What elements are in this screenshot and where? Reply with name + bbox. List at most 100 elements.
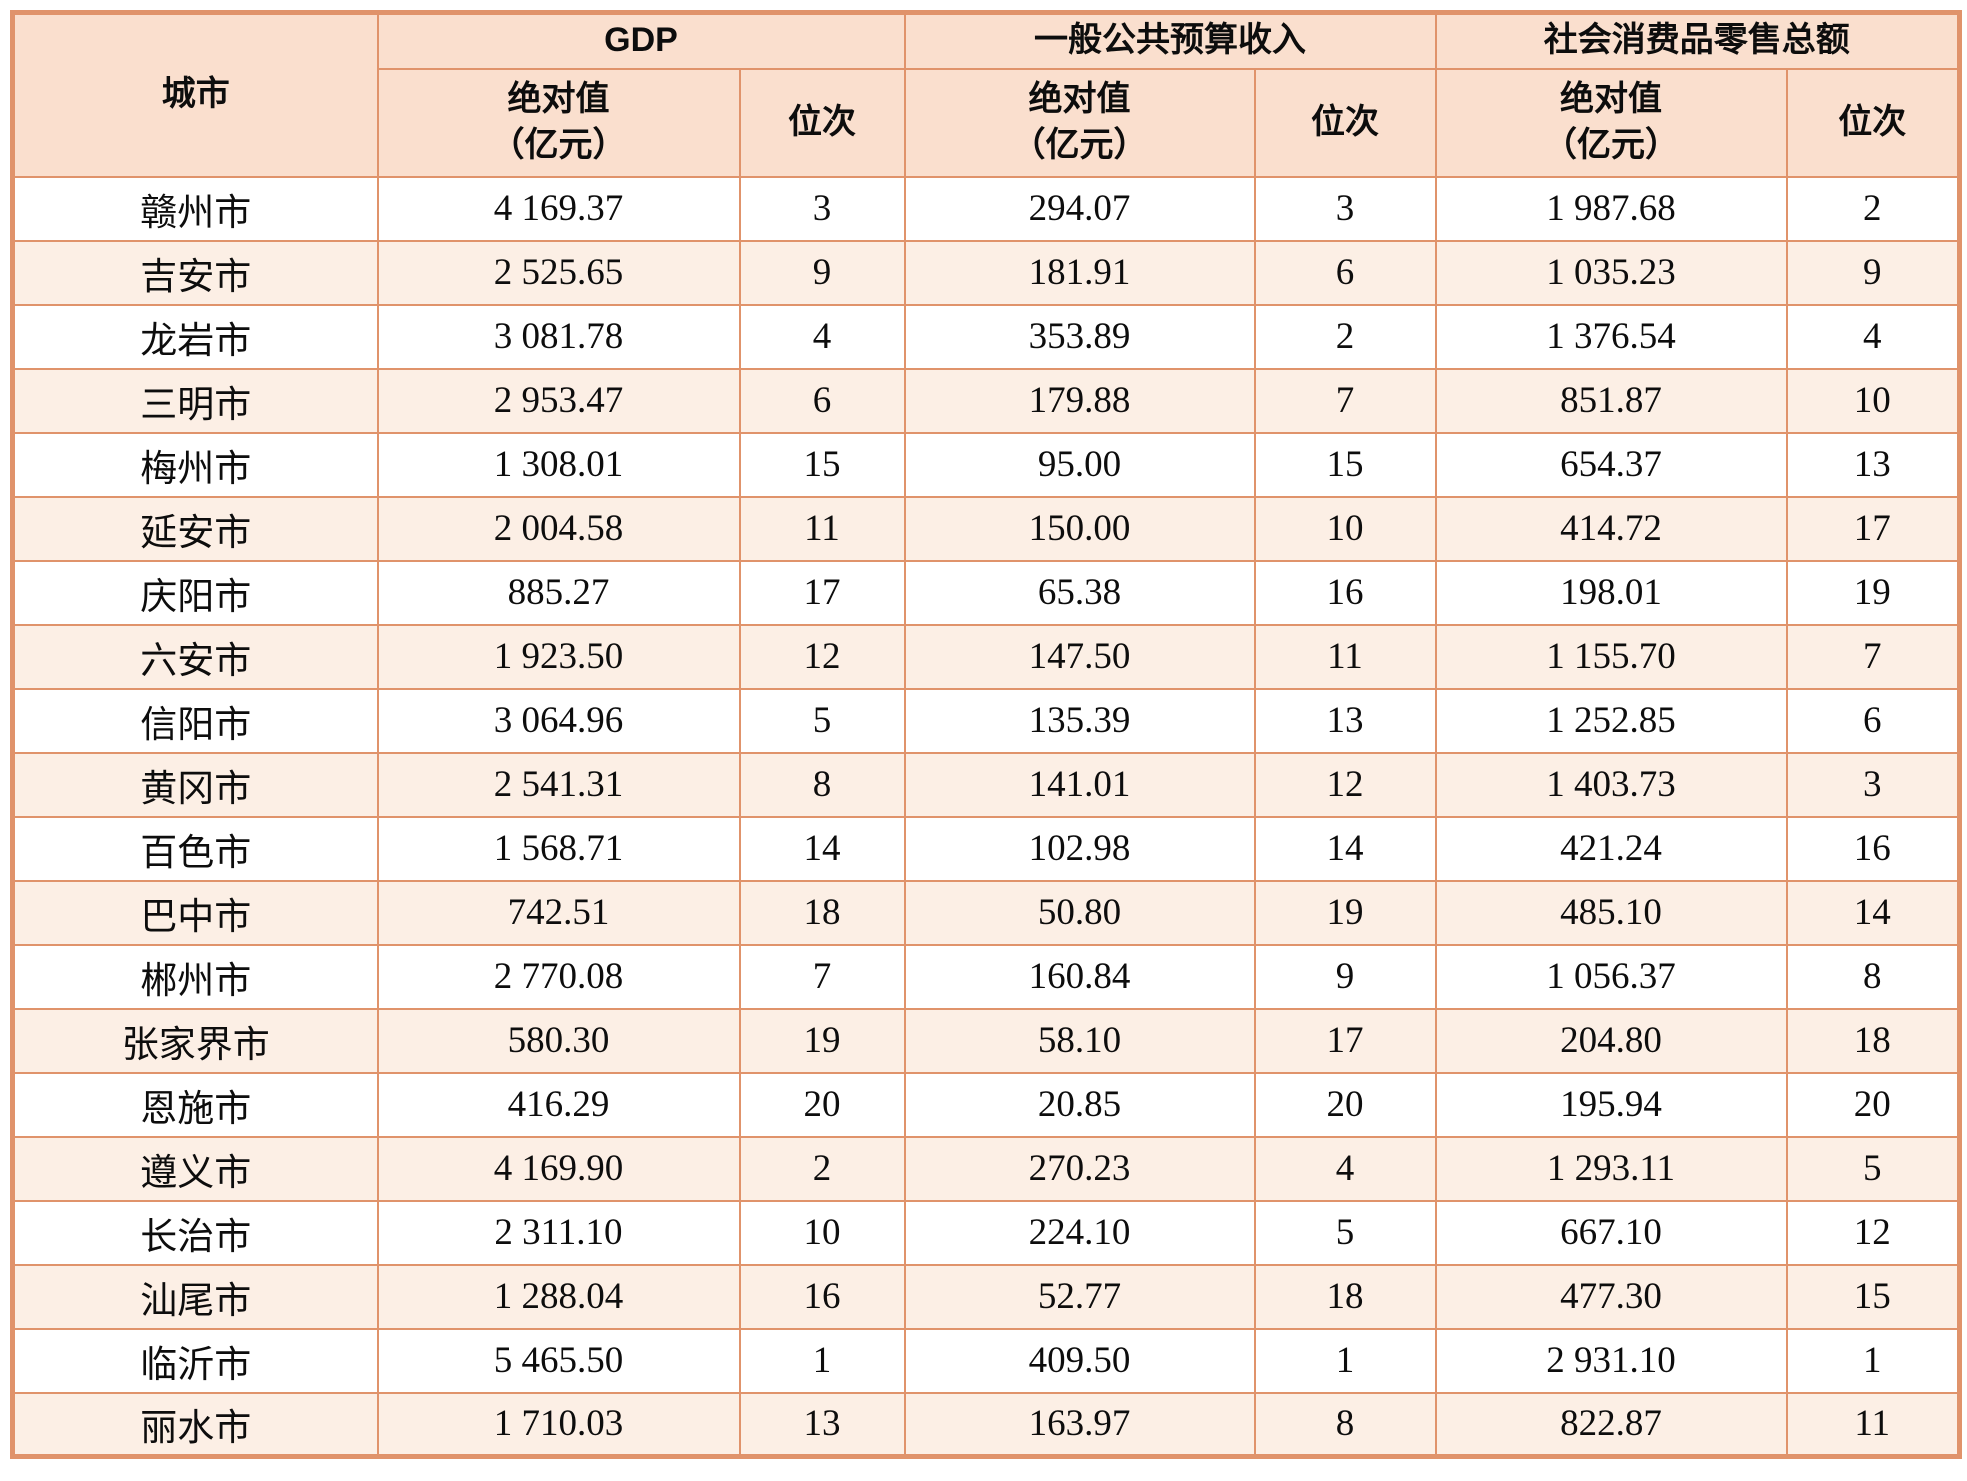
gdp-value-cell: 2 541.31 — [376, 751, 741, 818]
gdp-rank-cell: 10 — [738, 1199, 906, 1266]
header-gdp-rank: 位次 — [738, 67, 906, 178]
budget-rank-cell: 1 — [1253, 1327, 1437, 1394]
city-cell: 吉安市 — [11, 239, 379, 306]
retail-rank-cell: 7 — [1785, 623, 1961, 690]
table-row: 三明市 2 953.47 6 179.88 7 851.87 10 — [11, 367, 1961, 434]
city-cell: 张家界市 — [11, 1007, 379, 1074]
retail-value-cell: 195.94 — [1434, 1071, 1788, 1138]
retail-value-cell: 654.37 — [1434, 431, 1788, 498]
absolute-unit: （亿元） — [490, 125, 627, 164]
absolute-label: 绝对值 — [1028, 79, 1131, 118]
gdp-rank-cell: 17 — [738, 559, 906, 626]
retail-value-cell: 1 056.37 — [1434, 943, 1788, 1010]
absolute-label: 绝对值 — [507, 79, 610, 118]
table-row: 梅州市 1 308.01 15 95.00 15 654.37 13 — [11, 431, 1961, 498]
budget-value-cell: 65.38 — [903, 559, 1256, 626]
budget-rank-cell: 4 — [1253, 1135, 1437, 1202]
gdp-value-cell: 2 953.47 — [376, 367, 741, 434]
retail-value-cell: 477.30 — [1434, 1263, 1788, 1330]
gdp-value-cell: 1 568.71 — [376, 815, 741, 882]
city-cell: 百色市 — [11, 815, 379, 882]
budget-value-cell: 20.85 — [903, 1071, 1256, 1138]
budget-value-cell: 353.89 — [903, 303, 1256, 370]
gdp-rank-cell: 8 — [738, 751, 906, 818]
city-cell: 延安市 — [11, 495, 379, 562]
gdp-rank-cell: 13 — [738, 1391, 906, 1458]
budget-value-cell: 181.91 — [903, 239, 1256, 306]
header-sub-row: 绝对值 （亿元） 位次 绝对值 （亿元） 位次 绝对值 （亿元） 位次 — [13, 67, 1961, 178]
retail-value-cell: 1 376.54 — [1434, 303, 1788, 370]
table-row: 庆阳市 885.27 17 65.38 16 198.01 19 — [11, 559, 1961, 626]
budget-rank-cell: 14 — [1253, 815, 1437, 882]
gdp-value-cell: 2 004.58 — [376, 495, 741, 562]
budget-value-cell: 50.80 — [903, 879, 1256, 946]
table-row: 百色市 1 568.71 14 102.98 14 421.24 16 — [11, 815, 1961, 882]
absolute-unit: （亿元） — [1011, 125, 1148, 164]
city-cell: 庆阳市 — [11, 559, 379, 626]
city-cell: 郴州市 — [11, 943, 379, 1010]
header-retail-absolute: 绝对值 （亿元） — [1434, 67, 1788, 178]
budget-rank-cell: 16 — [1253, 559, 1437, 626]
retail-rank-cell: 12 — [1785, 1199, 1961, 1266]
retail-rank-cell: 14 — [1785, 879, 1961, 946]
retail-value-cell: 667.10 — [1434, 1199, 1788, 1266]
city-cell: 巴中市 — [11, 879, 379, 946]
budget-rank-cell: 6 — [1253, 239, 1437, 306]
header-gdp-absolute: 绝对值 （亿元） — [376, 67, 741, 178]
retail-value-cell: 1 035.23 — [1434, 239, 1788, 306]
budget-value-cell: 294.07 — [903, 175, 1256, 242]
gdp-value-cell: 885.27 — [376, 559, 741, 626]
retail-rank-cell: 2 — [1785, 175, 1961, 242]
table-row: 赣州市 4 169.37 3 294.07 3 1 987.68 2 — [11, 175, 1961, 242]
gdp-rank-cell: 14 — [738, 815, 906, 882]
budget-value-cell: 224.10 — [903, 1199, 1256, 1266]
header-budget-rank: 位次 — [1253, 67, 1437, 178]
retail-rank-cell: 20 — [1785, 1071, 1961, 1138]
header-city: 城市 — [11, 11, 379, 178]
table-row: 信阳市 3 064.96 5 135.39 13 1 252.85 6 — [11, 687, 1961, 754]
budget-rank-cell: 8 — [1253, 1391, 1437, 1458]
budget-value-cell: 135.39 — [903, 687, 1256, 754]
city-cell: 汕尾市 — [11, 1263, 379, 1330]
budget-value-cell: 58.10 — [903, 1007, 1256, 1074]
city-cell: 六安市 — [11, 623, 379, 690]
header-group-gdp: GDP — [376, 11, 906, 70]
gdp-value-cell: 580.30 — [376, 1007, 741, 1074]
retail-value-cell: 421.24 — [1434, 815, 1788, 882]
retail-rank-cell: 4 — [1785, 303, 1961, 370]
retail-rank-cell: 10 — [1785, 367, 1961, 434]
budget-rank-cell: 10 — [1253, 495, 1437, 562]
header-retail-rank: 位次 — [1785, 67, 1961, 178]
city-cell: 恩施市 — [11, 1071, 379, 1138]
retail-rank-cell: 17 — [1785, 495, 1961, 562]
table-row: 恩施市 416.29 20 20.85 20 195.94 20 — [11, 1071, 1961, 1138]
table-row: 丽水市 1 710.03 13 163.97 8 822.87 11 — [11, 1391, 1961, 1458]
budget-rank-cell: 3 — [1253, 175, 1437, 242]
gdp-rank-cell: 18 — [738, 879, 906, 946]
table-row: 遵义市 4 169.90 2 270.23 4 1 293.11 5 — [11, 1135, 1961, 1202]
budget-rank-cell: 13 — [1253, 687, 1437, 754]
retail-value-cell: 851.87 — [1434, 367, 1788, 434]
budget-rank-cell: 19 — [1253, 879, 1437, 946]
table-header: 城市 GDP 一般公共预算收入 社会消费品零售总额 绝对值 （亿元） 位次 绝对… — [11, 11, 1961, 178]
gdp-rank-cell: 5 — [738, 687, 906, 754]
gdp-rank-cell: 1 — [738, 1327, 906, 1394]
city-cell: 三明市 — [11, 367, 379, 434]
gdp-value-cell: 1 923.50 — [376, 623, 741, 690]
retail-value-cell: 1 293.11 — [1434, 1135, 1788, 1202]
gdp-value-cell: 742.51 — [376, 879, 741, 946]
gdp-value-cell: 5 465.50 — [376, 1327, 741, 1394]
table-row: 张家界市 580.30 19 58.10 17 204.80 18 — [11, 1007, 1961, 1074]
table-row: 延安市 2 004.58 11 150.00 10 414.72 17 — [11, 495, 1961, 562]
header-group-retail: 社会消费品零售总额 — [1434, 11, 1961, 70]
gdp-value-cell: 1 710.03 — [376, 1391, 741, 1458]
table-row: 汕尾市 1 288.04 16 52.77 18 477.30 15 — [11, 1263, 1961, 1330]
budget-value-cell: 141.01 — [903, 751, 1256, 818]
budget-rank-cell: 15 — [1253, 431, 1437, 498]
gdp-value-cell: 4 169.37 — [376, 175, 741, 242]
gdp-rank-cell: 12 — [738, 623, 906, 690]
city-cell: 遵义市 — [11, 1135, 379, 1202]
retail-value-cell: 1 403.73 — [1434, 751, 1788, 818]
header-group-row: 城市 GDP 一般公共预算收入 社会消费品零售总额 — [11, 11, 1961, 178]
gdp-value-cell: 1 288.04 — [376, 1263, 741, 1330]
